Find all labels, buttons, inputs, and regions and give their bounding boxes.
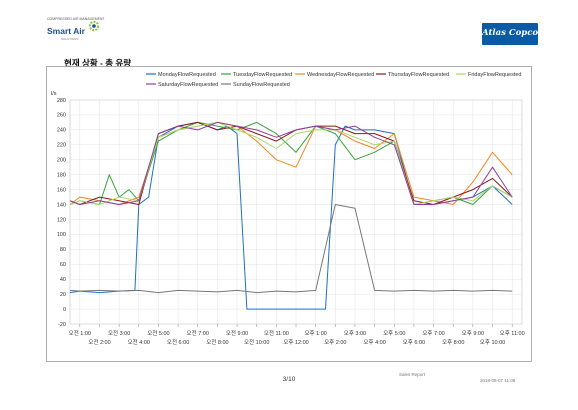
x-tick-label: 오전 10:00 [244,338,269,346]
section-title: 현재 상황 - 총 유량 [64,58,132,68]
legend-label: TuesdayFlowRequested [233,72,292,78]
y-tick-label: 160 [57,187,66,193]
x-tick-label: 오후 8:00 [442,339,464,346]
atlas-copco-logo: Atlas Copco [482,23,538,45]
y-tick-label: 100 [57,232,66,238]
x-tick-label: 오후 7:00 [422,330,444,337]
legend-label: ThursdayFlowRequested [388,72,449,78]
chart-legend: MondayFlowRequested TuesdayFlowRequested W… [146,72,522,88]
series-line-WednesdayFlowRequested [69,121,513,205]
y-tick-label: 240 [57,128,66,134]
x-tick-label: 오후 4:00 [363,339,385,346]
x-tick-label: 오전 6:00 [167,338,189,346]
footer-date: 2018-08-07 11:09 [480,378,516,383]
legend-label: WednesdayFlowRequested [307,72,374,78]
x-tick-label: 오후 3:00 [344,330,366,337]
y-tick-label: 280 [57,98,66,104]
y-tick-label: 140 [57,202,66,208]
logo-tagline: COMPRESSED AIR MANAGEMENT [47,17,105,21]
x-tick-label: 오후 12:00 [283,339,308,346]
flow-line-chart: MondayFlowRequested TuesdayFlowRequested W… [46,66,532,362]
legend-label: FridayFlowRequested [468,72,522,78]
series-line-SaturdayFlowRequested [69,121,513,205]
x-tick-label: 오후 11:00 [500,330,525,337]
x-tick-label: 오전 5:00 [147,329,169,337]
x-tick-label: 오전 3:00 [108,329,130,337]
page-number: 3/10 [282,376,296,383]
y-tick-label: -20 [58,322,66,328]
series-line-ThursdayFlowRequested [69,121,513,205]
gear-icon [88,20,100,32]
x-tick-label: 오전 8:00 [206,338,228,346]
x-tick-label: 오후 9:00 [462,330,484,337]
y-tick-label: 200 [57,158,66,164]
x-tick-label: 오전 11:00 [264,329,289,337]
x-tick-label: 오전 1:00 [69,329,91,337]
y-tick-label: 0 [63,307,66,313]
x-tick-label: 오후 6:00 [403,339,425,346]
y-tick-label: 20 [60,292,66,298]
x-tick-label: 오후 1:00 [304,330,326,337]
chart-series [69,121,513,310]
y-tick-label: 180 [57,172,66,178]
legend-label: MondayFlowRequested [158,72,216,78]
y-axis: -20 0 20 40 60 80 100 120 140 160 180 200 220 240 260 2… [57,98,66,328]
y-tick-label: 60 [60,262,66,268]
legend-label: SaturdayFlowRequested [158,82,218,88]
x-tick-label: 오전 7:00 [187,329,209,337]
y-tick-label: 220 [57,143,66,149]
chart-frame [46,66,532,362]
x-tick-label: 오후 5:00 [383,330,405,337]
y-tick-label: 120 [57,217,66,223]
logo-name: Smart Air [47,26,85,36]
footer-report-label: Sales Report [399,372,426,377]
y-tick-label: 40 [60,277,66,283]
x-tick-label: 오후 2:00 [324,339,346,346]
smart-air-logo: COMPRESSED AIR MANAGEMENT Smart Air SOLU… [47,17,105,51]
x-tick-label: 오전 9:00 [226,329,248,337]
x-tick-label: 오전 2:00 [88,338,110,346]
series-line-FridayFlowRequested [69,121,513,205]
y-tick-label: 260 [57,113,66,119]
y-axis-label: l/s [51,91,57,97]
x-tick-label: 오후 10:00 [480,339,505,346]
x-tick-label: 오전 4:00 [128,338,150,346]
atlas-copco-logo-text: Atlas Copco [482,28,539,38]
logo-sub: SOLUTIONS [61,37,79,41]
y-tick-label: 80 [60,247,66,253]
series-line-SundayFlowRequested [69,204,513,294]
legend-label: SundayFlowRequested [233,82,290,88]
